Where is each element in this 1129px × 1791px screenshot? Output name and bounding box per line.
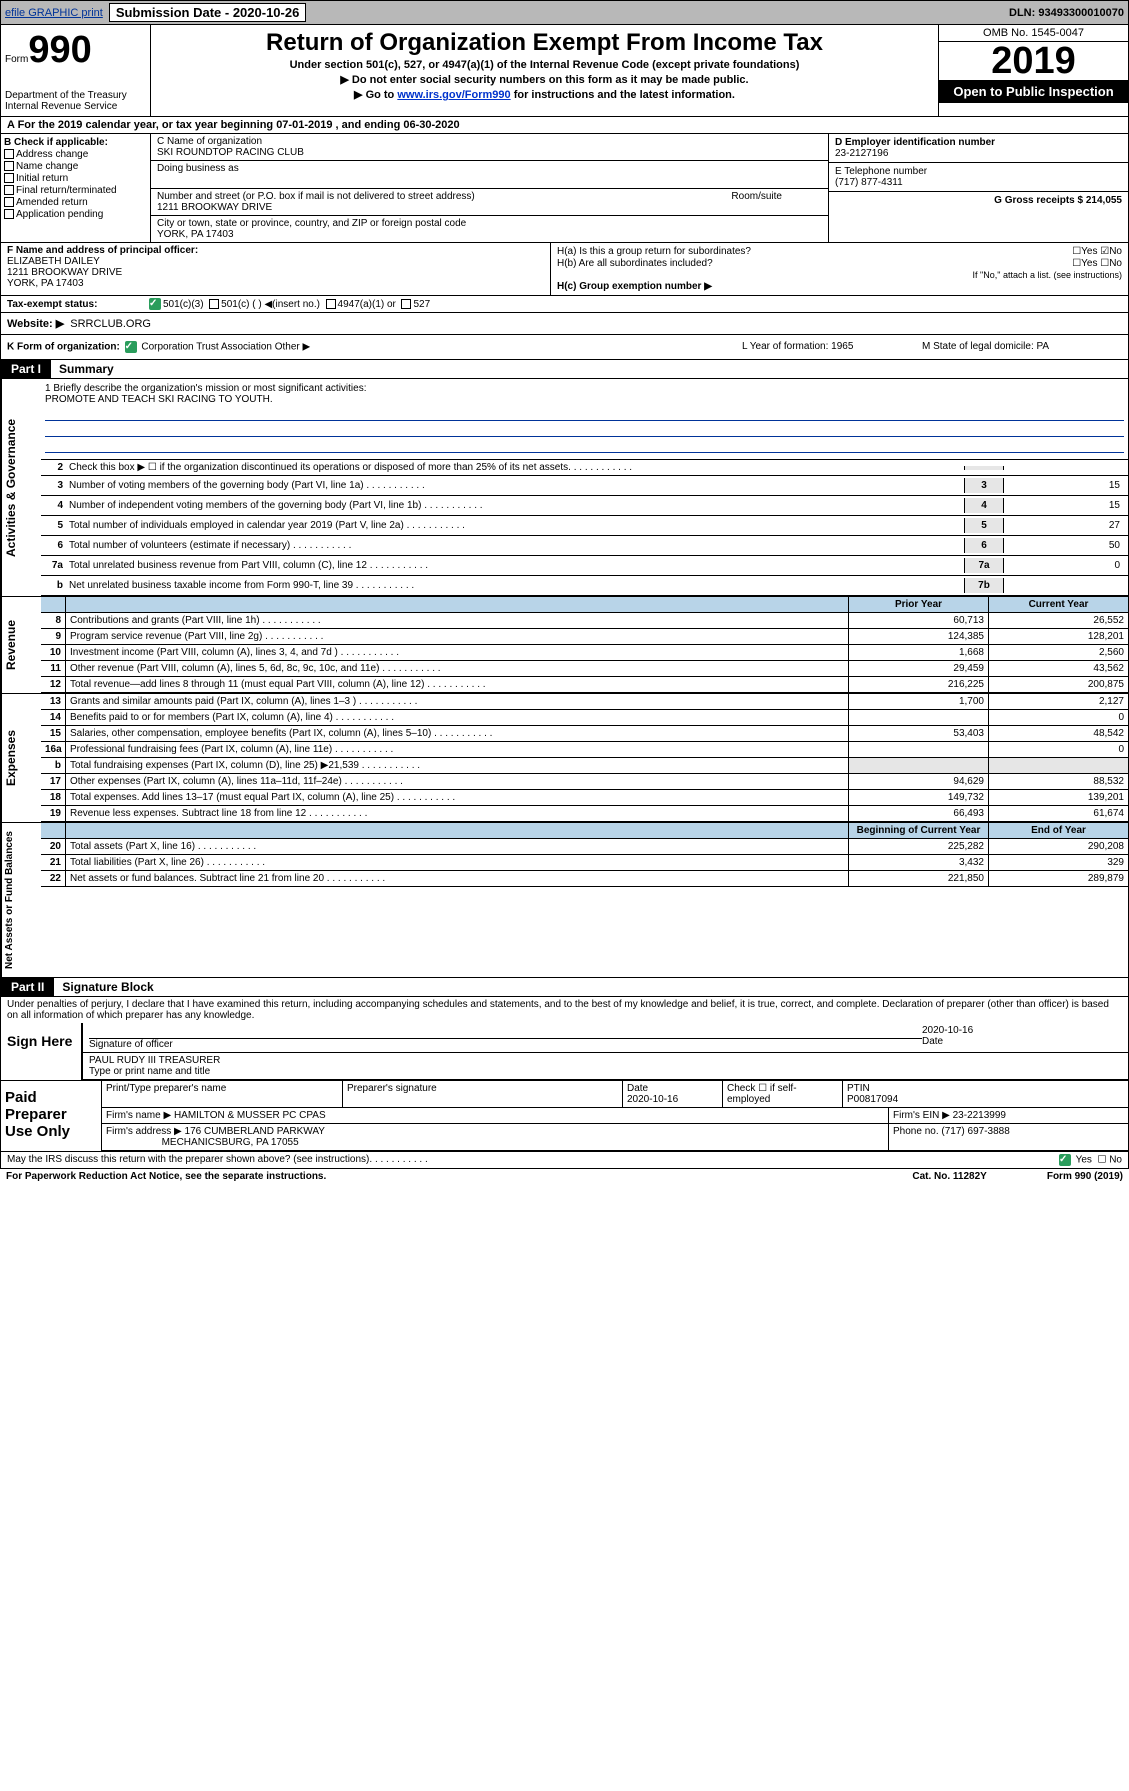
- c-label: C Name of organization: [157, 136, 822, 147]
- revenue-section: Revenue Prior YearCurrent Year 8Contribu…: [0, 597, 1129, 694]
- form-number: 990: [28, 29, 91, 71]
- mission-a: PROMOTE AND TEACH SKI RACING TO YOUTH.: [45, 394, 1124, 405]
- section-b-c-d: B Check if applicable: Address change Na…: [0, 134, 1129, 243]
- line-row: 2Check this box ▶ ☐ if the organization …: [41, 460, 1128, 476]
- phone: (717) 877-4311: [835, 177, 1122, 188]
- dba-label: Doing business as: [151, 161, 828, 189]
- period-row: A For the 2019 calendar year, or tax yea…: [0, 117, 1129, 134]
- submission-date: Submission Date - 2020-10-26: [109, 3, 307, 22]
- chk-name[interactable]: Name change: [4, 161, 147, 172]
- subtitle: Under section 501(c), 527, or 4947(a)(1)…: [155, 59, 934, 71]
- hc-line: H(c) Group exemption number ▶: [557, 281, 1122, 292]
- rev-row: 9Program service revenue (Part VIII, lin…: [41, 629, 1128, 645]
- g-label: G Gross receipts $ 214,055: [835, 195, 1122, 206]
- exp-row: 13Grants and similar amounts paid (Part …: [41, 694, 1128, 710]
- exp-row: bTotal fundraising expenses (Part IX, co…: [41, 758, 1128, 774]
- city-label: City or town, state or province, country…: [157, 218, 822, 229]
- net-header: Beginning of Current YearEnd of Year: [41, 823, 1128, 839]
- line-row: 4Number of independent voting members of…: [41, 496, 1128, 516]
- part-ii-header: Part II Signature Block: [1, 978, 1128, 996]
- line-row: 7aTotal unrelated business revenue from …: [41, 556, 1128, 576]
- exp-row: 16aProfessional fundraising fees (Part I…: [41, 742, 1128, 758]
- f-label: F Name and address of principal officer:: [7, 245, 544, 256]
- part-i-header: Part I Summary: [1, 360, 1128, 378]
- ha-line: H(a) Is this a group return for subordin…: [557, 246, 1122, 257]
- officer-addr: 1211 BROOKWAY DRIVE: [7, 267, 544, 278]
- chk-final[interactable]: Final return/terminated: [4, 185, 147, 196]
- org-name: SKI ROUNDTOP RACING CLUB: [157, 147, 822, 158]
- hb-note: If "No," attach a list. (see instruction…: [557, 270, 1122, 280]
- room-label: Room/suite: [731, 191, 782, 202]
- line-row: 3Number of voting members of the governi…: [41, 476, 1128, 496]
- section-f-h: F Name and address of principal officer:…: [0, 243, 1129, 296]
- website: SRRCLUB.ORG: [70, 318, 151, 330]
- hb-line: H(b) Are all subordinates included?☐Yes …: [557, 258, 1122, 269]
- ein: 23-2127196: [835, 148, 1122, 159]
- rev-row: 10Investment income (Part VIII, column (…: [41, 645, 1128, 661]
- mission-q: 1 Briefly describe the organization's mi…: [45, 383, 1124, 394]
- net-row: 22Net assets or fund balances. Subtract …: [41, 871, 1128, 887]
- address: 1211 BROOKWAY DRIVE: [157, 202, 822, 213]
- e-label: E Telephone number: [835, 166, 1122, 177]
- perjury-text: Under penalties of perjury, I declare th…: [1, 997, 1128, 1023]
- officer-name: ELIZABETH DAILEY: [7, 256, 544, 267]
- form-label: Form: [5, 54, 28, 65]
- form-header: Form990 Department of the Treasury Inter…: [0, 25, 1129, 117]
- chk-amended[interactable]: Amended return: [4, 197, 147, 208]
- tax-year: 2019: [939, 42, 1128, 80]
- note-2: ▶ Go to www.irs.gov/Form990 for instruct…: [155, 88, 934, 101]
- firm-name: HAMILTON & MUSSER PC CPAS: [174, 1110, 326, 1121]
- note-1: ▶ Do not enter social security numbers o…: [155, 73, 934, 86]
- paid-preparer: Paid Preparer Use Only: [1, 1081, 101, 1151]
- officer-city: YORK, PA 17403: [7, 278, 544, 289]
- chk-initial[interactable]: Initial return: [4, 173, 147, 184]
- signature-block: Under penalties of perjury, I declare th…: [0, 997, 1129, 1152]
- dln: DLN: 93493300010070: [1009, 7, 1124, 19]
- discuss-row: May the IRS discuss this return with the…: [0, 1152, 1129, 1169]
- line-row: 5Total number of individuals employed in…: [41, 516, 1128, 536]
- section-k: K Form of organization: Corporation Trus…: [0, 335, 1129, 360]
- addr-label: Number and street (or P.O. box if mail i…: [157, 191, 475, 202]
- top-bar: efile GRAPHIC print Submission Date - 20…: [0, 0, 1129, 25]
- chk-pending[interactable]: Application pending: [4, 209, 147, 220]
- dept-label: Department of the Treasury Internal Reve…: [5, 90, 146, 112]
- rev-row: 11Other revenue (Part VIII, column (A), …: [41, 661, 1128, 677]
- line-row: 6Total number of volunteers (estimate if…: [41, 536, 1128, 556]
- rev-header: Prior YearCurrent Year: [41, 597, 1128, 613]
- net-row: 21Total liabilities (Part X, line 26)3,4…: [41, 855, 1128, 871]
- section-i: Tax-exempt status: 501(c)(3) 501(c) ( ) …: [0, 296, 1129, 313]
- net-assets-section: Net Assets or Fund Balances Beginning of…: [0, 823, 1129, 978]
- activities-governance: Activities & Governance 1 Briefly descri…: [0, 379, 1129, 597]
- exp-row: 15Salaries, other compensation, employee…: [41, 726, 1128, 742]
- exp-row: 18Total expenses. Add lines 13–17 (must …: [41, 790, 1128, 806]
- irs-link[interactable]: www.irs.gov/Form990: [397, 89, 510, 101]
- footer: For Paperwork Reduction Act Notice, see …: [0, 1169, 1129, 1184]
- efile-link[interactable]: efile GRAPHIC print: [5, 7, 103, 19]
- chk-address[interactable]: Address change: [4, 149, 147, 160]
- exp-row: 19Revenue less expenses. Subtract line 1…: [41, 806, 1128, 822]
- section-j: Website: ▶ SRRCLUB.ORG: [0, 313, 1129, 335]
- chk-501c3[interactable]: [149, 298, 161, 310]
- rev-row: 12Total revenue—add lines 8 through 11 (…: [41, 677, 1128, 693]
- exp-row: 17Other expenses (Part IX, column (A), l…: [41, 774, 1128, 790]
- city: YORK, PA 17403: [157, 229, 822, 240]
- d-label: D Employer identification number: [835, 137, 1122, 148]
- line-row: bNet unrelated business taxable income f…: [41, 576, 1128, 596]
- expenses-section: Expenses 13Grants and similar amounts pa…: [0, 694, 1129, 823]
- net-row: 20Total assets (Part X, line 16)225,2822…: [41, 839, 1128, 855]
- open-public: Open to Public Inspection: [939, 80, 1128, 103]
- year-formation: L Year of formation: 1965: [742, 341, 922, 353]
- sign-here: Sign Here: [1, 1023, 81, 1080]
- officer-signed: PAUL RUDY III TREASURER: [89, 1055, 1122, 1066]
- main-title: Return of Organization Exempt From Incom…: [155, 29, 934, 57]
- state-domicile: M State of legal domicile: PA: [922, 341, 1122, 353]
- b-label: B Check if applicable:: [4, 137, 147, 148]
- rev-row: 8Contributions and grants (Part VIII, li…: [41, 613, 1128, 629]
- exp-row: 14Benefits paid to or for members (Part …: [41, 710, 1128, 726]
